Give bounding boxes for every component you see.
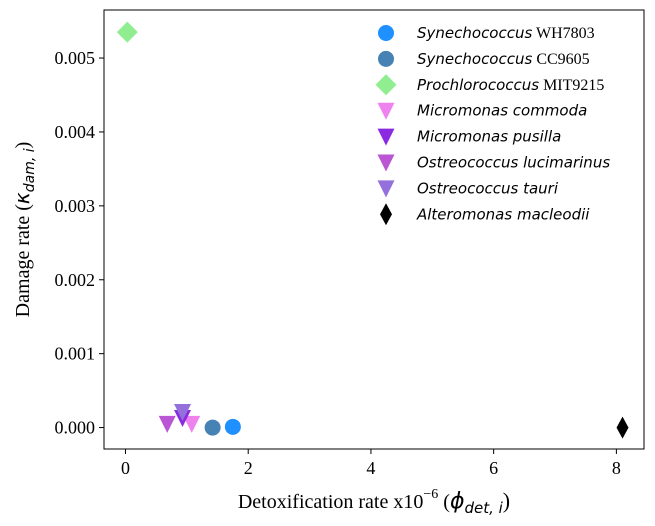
- data-point-triangle-down: [174, 404, 192, 422]
- data-point-triangle-down: [183, 415, 201, 433]
- legend-strain: CC9605: [532, 51, 589, 68]
- x-axis-title-subscript: det, i: [464, 499, 503, 517]
- legend-species: Micromonas pusilla: [417, 128, 561, 146]
- x-axis-title-symbol: ϕ: [450, 489, 465, 514]
- legend-marker: [375, 74, 397, 96]
- legend-marker: [377, 128, 395, 146]
- x-tick-label: 2: [244, 458, 253, 478]
- y-axis-title-close: ): [12, 142, 34, 149]
- legend-marker: [377, 102, 395, 120]
- y-tick-label: 0.002: [55, 270, 96, 290]
- y-tick-label: 0.000: [55, 418, 96, 438]
- legend-item: Ostreococcus tauri: [377, 179, 559, 198]
- y-tick-label: 0.004: [55, 122, 96, 142]
- legend-species: Synechococcus: [417, 24, 532, 42]
- legend-strain: MIT9215: [539, 77, 604, 94]
- data-points: [116, 21, 629, 439]
- legend-marker: [378, 25, 394, 41]
- y-axis-title-symbol: κ: [10, 192, 34, 204]
- legend-item: Synechococcus CC9605: [378, 50, 590, 68]
- y-axis-ticks: 0.000 0.001 0.002 0.003 0.004 0.005: [55, 48, 104, 438]
- data-point-diamond: [116, 21, 138, 43]
- x-axis-title-close: ): [503, 488, 510, 513]
- legend-species: Alteromonas macleodii: [416, 205, 590, 223]
- x-axis-title-exponent: −6: [423, 487, 438, 502]
- y-tick-label: 0.001: [55, 344, 96, 364]
- legend-marker: [377, 180, 395, 198]
- legend-label: Ostreococcus tauri: [417, 179, 559, 197]
- y-axis-title: Damage rate (κdam, i): [10, 142, 38, 318]
- y-tick-label: 0.003: [55, 196, 96, 216]
- data-point-circle: [204, 419, 221, 436]
- legend-species: Ostreococcus lucimarinus: [417, 154, 610, 172]
- legend-item: Synechococcus WH7803: [378, 24, 595, 42]
- legend-marker: [380, 203, 392, 226]
- legend-species: Prochlorococcus: [417, 76, 539, 94]
- x-tick-label: 6: [489, 458, 498, 478]
- y-axis-title-subscript: dam, i: [22, 148, 38, 192]
- legend-marker: [378, 50, 394, 67]
- legend-item: Ostreococcus lucimarinus: [377, 154, 610, 172]
- x-tick-label: 0: [121, 458, 130, 478]
- legend-strain: WH7803: [532, 25, 594, 42]
- legend-label: Prochlorococcus MIT9215: [417, 76, 604, 94]
- data-point-circle: [224, 418, 241, 435]
- data-point-triangle-down: [158, 415, 176, 433]
- legend-species: Synechococcus: [417, 50, 532, 68]
- x-axis-ticks: 0 2 4 6 8: [121, 449, 621, 478]
- legend-label: Ostreococcus lucimarinus: [417, 154, 610, 172]
- data-point-thin-diamond: [616, 416, 629, 439]
- y-axis-title-prefix: Damage rate (: [12, 204, 34, 318]
- legend-label: Synechococcus CC9605: [417, 50, 590, 68]
- legend-item: Micromonas commoda: [377, 102, 587, 120]
- legend-item: Alteromonas macleodii: [380, 203, 590, 226]
- legend-label: Synechococcus WH7803: [417, 24, 595, 42]
- legend-item: Prochlorococcus MIT9215: [375, 74, 604, 96]
- plot-frame: [103, 9, 645, 450]
- legend-item: Micromonas pusilla: [377, 128, 561, 146]
- legend-species: Micromonas commoda: [417, 102, 587, 120]
- legend-species: Ostreococcus tauri: [417, 179, 559, 197]
- x-axis-title-open: (: [438, 491, 450, 513]
- x-tick-label: 8: [612, 458, 621, 478]
- x-tick-label: 4: [366, 458, 375, 478]
- legend-label: Micromonas commoda: [417, 102, 587, 120]
- legend-label: Alteromonas macleodii: [416, 205, 590, 223]
- y-tick-label: 0.005: [55, 48, 96, 68]
- legend-label: Micromonas pusilla: [417, 128, 561, 146]
- legend-marker: [377, 154, 395, 172]
- x-axis-title: Detoxification rate x10−6 (ϕdet, i): [238, 487, 510, 517]
- x-axis-title-prefix: Detoxification rate x10: [238, 491, 424, 513]
